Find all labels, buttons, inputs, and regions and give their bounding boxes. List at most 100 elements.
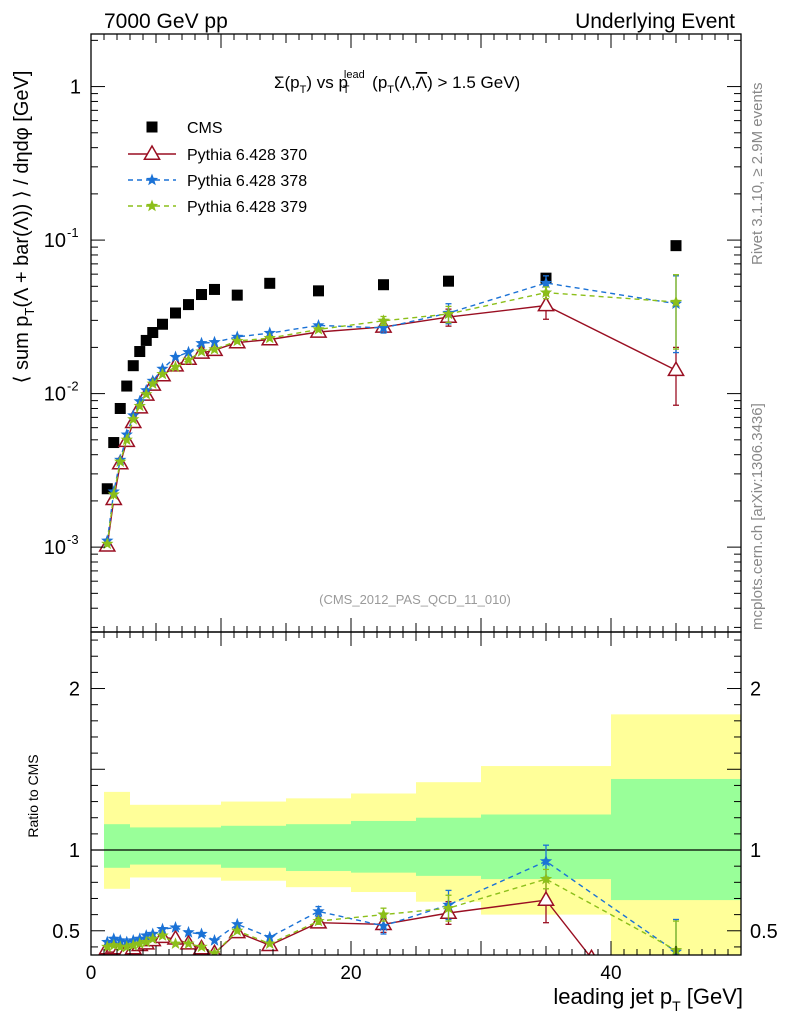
star-marker — [377, 314, 390, 327]
series-pythia-6-428-378 — [101, 275, 683, 547]
star-marker — [669, 295, 683, 308]
series-line — [106, 282, 677, 541]
legend-marker — [145, 173, 159, 186]
star-marker — [169, 937, 182, 949]
rivet-label: Rivet 3.1.10, ≥ 2.9M events — [749, 83, 766, 266]
star-marker — [146, 377, 159, 389]
legend-entry: Pythia 6.428 378 — [128, 173, 307, 190]
star-marker — [182, 937, 195, 949]
uncertainty-band-inner — [351, 820, 416, 873]
mcplots-label: mcplots.cern.ch [arXiv:1306.3436] — [749, 403, 766, 630]
star-marker — [377, 919, 390, 932]
cms-point — [140, 334, 152, 346]
ratio-y-tick-label-right: 1 — [750, 840, 761, 862]
cms-point — [101, 483, 113, 495]
star-marker — [208, 342, 221, 355]
ratio-y-tick-label: 0.5 — [52, 921, 80, 943]
star-marker — [182, 345, 195, 358]
star-marker — [114, 455, 127, 467]
star-marker — [182, 925, 195, 938]
star-marker — [539, 276, 553, 289]
cms-point — [183, 299, 194, 311]
y-tick-label: 10 — [44, 384, 66, 406]
star-marker — [107, 932, 120, 945]
star-marker — [169, 921, 182, 933]
legend-entry: Pythia 6.428 370 — [128, 144, 307, 164]
star-marker — [442, 901, 455, 914]
uncertainty-band-inner — [221, 825, 286, 868]
legend-label: Pythia 6.428 378 — [187, 173, 307, 190]
uncertainty-band-inner — [611, 778, 741, 901]
cms-point — [114, 402, 126, 414]
star-marker — [127, 412, 140, 425]
uncertainty-band-inner — [104, 824, 130, 868]
star-marker — [120, 940, 133, 953]
y-tick-label-exponent: -3 — [67, 532, 79, 547]
star-marker — [195, 940, 208, 953]
cms-point — [231, 289, 243, 301]
legend: CMS Pythia 6.428 370 Pythia 6.428 378 Pythi… — [128, 120, 307, 216]
star-marker — [231, 334, 244, 347]
legend-marker — [145, 199, 159, 212]
cms-point — [196, 289, 207, 301]
cms-point — [108, 437, 120, 449]
star-marker — [156, 922, 169, 935]
star-marker — [312, 904, 325, 917]
cms-point — [209, 283, 220, 295]
legend-label: CMS — [187, 120, 223, 137]
series-line — [106, 291, 677, 544]
star-marker — [263, 930, 276, 943]
plot-title: Σ(pT) vs plead T (pT(Λ,Λ) > 1.5 GeV) — [274, 69, 520, 96]
uncertainty-band-inner — [416, 817, 481, 876]
legend-label: Pythia 6.428 379 — [187, 199, 307, 216]
y-tick-label-exponent: -1 — [67, 225, 79, 240]
triangle-marker — [667, 360, 685, 377]
legend-label: Pythia 6.428 370 — [187, 147, 307, 164]
star-marker — [312, 914, 325, 927]
star-marker — [539, 872, 553, 885]
y-tick-label-exponent: -2 — [67, 379, 79, 394]
star-marker — [146, 932, 159, 945]
series-line — [106, 304, 677, 546]
star-marker — [182, 353, 195, 366]
uncertainty-band-inner — [130, 827, 156, 865]
ratio-y-tick-label: 2 — [69, 679, 80, 701]
star-marker — [195, 927, 208, 940]
star-marker — [312, 322, 325, 335]
star-marker — [195, 345, 208, 357]
star-marker — [107, 488, 120, 500]
ratio-plot: 0 20 40 0.5 0.5 1 1 2 2 — [52, 631, 778, 984]
star-marker — [156, 929, 169, 941]
x-axis-label: leading jet pT [GeV] — [553, 984, 743, 1014]
legend-marker — [143, 144, 161, 160]
star-marker — [133, 937, 146, 949]
triangle-marker — [537, 890, 555, 907]
star-marker — [169, 360, 182, 373]
y-tick-label: 10 — [44, 230, 66, 252]
star-marker — [231, 924, 244, 937]
x-tick-label: 20 — [340, 963, 361, 984]
star-marker — [140, 387, 153, 400]
star-marker — [231, 917, 244, 930]
star-marker — [101, 537, 114, 550]
star-marker — [263, 937, 276, 949]
star-marker — [140, 935, 153, 948]
star-marker — [539, 286, 553, 298]
cms-point — [443, 275, 454, 287]
ratio-y-axis-label: Ratio to CMS — [25, 754, 41, 837]
star-marker — [107, 938, 120, 951]
star-marker — [140, 929, 153, 941]
star-marker — [133, 399, 146, 412]
cms-point — [121, 380, 133, 392]
uncertainty-band-inner — [156, 827, 221, 865]
star-marker — [114, 940, 127, 953]
ratio-y-tick-label: 1 — [69, 840, 80, 862]
star-marker — [377, 908, 390, 920]
series-cms — [101, 240, 682, 495]
star-marker — [101, 940, 114, 953]
x-tick-label: 0 — [86, 963, 97, 984]
ratio-y-tick-label-right: 2 — [750, 679, 761, 701]
header-left: 7000 GeV pp — [104, 10, 228, 33]
legend-marker — [146, 121, 158, 133]
